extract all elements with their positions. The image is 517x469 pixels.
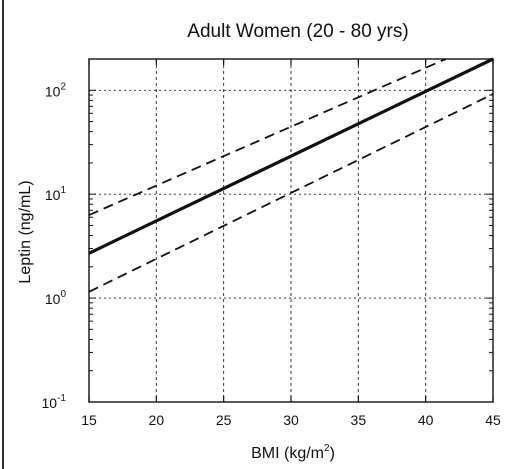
y-tick-exponent: -1	[57, 393, 66, 404]
x-tick-label: 35	[351, 412, 367, 428]
x-tick-label: 25	[216, 412, 232, 428]
data-series	[88, 57, 494, 293]
y-tick-base: 10	[45, 187, 61, 203]
y-tick-label: 100	[45, 289, 67, 307]
grid-lines	[88, 58, 494, 403]
y-tick-exponent: 2	[60, 81, 66, 92]
y-tick-base: 10	[45, 83, 61, 99]
regression-line	[88, 57, 494, 255]
y-tick-exponent: 0	[60, 289, 66, 300]
x-tick-label: 30	[283, 412, 299, 428]
x-tick-label: 15	[81, 412, 97, 428]
y-tick-exponent: 1	[60, 185, 66, 196]
plot-frame	[88, 58, 494, 403]
x-axis-label: BMI (kg/m2)	[251, 443, 335, 462]
x-tick-label: 40	[418, 412, 434, 428]
y-tick-label: 101	[45, 185, 67, 203]
y-tick-label: 102	[45, 81, 67, 99]
y-tick-label: 10-1	[42, 393, 67, 411]
x-axis-label-suffix: )	[330, 445, 335, 462]
y-tick-base: 10	[45, 291, 61, 307]
x-tick-label: 45	[485, 412, 501, 428]
y-tick-base: 10	[42, 395, 58, 411]
x-axis-label-sup: 2	[324, 443, 330, 454]
chart-title: Adult Women (20 - 80 yrs)	[187, 21, 408, 42]
confidence-bound-line	[88, 58, 447, 216]
x-tick-label: 20	[149, 412, 165, 428]
x-tick-labels: 15 20 25 30 35 40 45	[81, 412, 501, 428]
confidence-bound-line	[88, 93, 494, 293]
y-axis-label: Leptin (ng/mL)	[17, 180, 34, 283]
x-axis-label-prefix: BMI (kg/m	[251, 445, 324, 462]
